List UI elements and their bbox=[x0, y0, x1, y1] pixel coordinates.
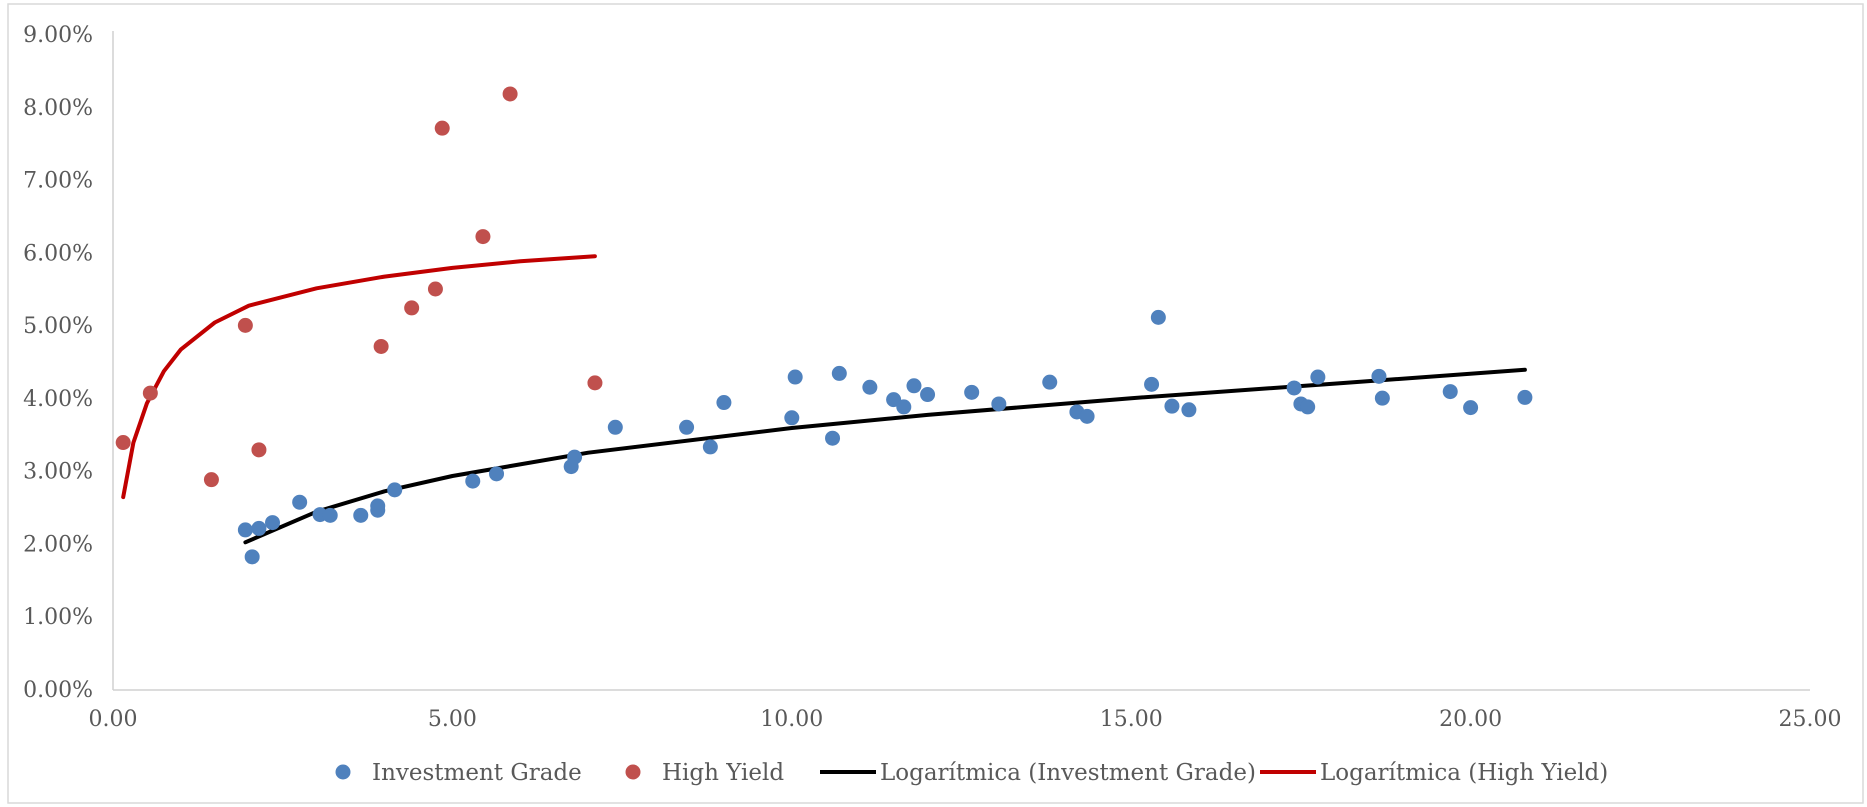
legend-marker-investment-grade bbox=[335, 764, 351, 780]
y-tick-label: 6.00% bbox=[23, 241, 93, 266]
data-point-investment-grade bbox=[1310, 369, 1326, 385]
data-point-investment-grade bbox=[716, 395, 732, 411]
data-point-high-yield bbox=[115, 435, 131, 451]
trendline-logar-tmica-high-yield bbox=[121, 254, 597, 500]
legend-marker-high-yield bbox=[625, 764, 641, 780]
y-tick-label: 1.00% bbox=[23, 605, 93, 630]
data-point-investment-grade bbox=[1181, 402, 1197, 418]
trendline-logar-tmica-investment-grade bbox=[243, 367, 1527, 545]
axes: 0.00% 1.00% 2.00% 3.00% 4.00% 5.00% 6.00% 7.00%… bbox=[23, 23, 1841, 732]
data-point-investment-grade bbox=[1463, 400, 1479, 416]
data-point-investment-grade bbox=[825, 430, 841, 446]
data-point-high-yield bbox=[203, 472, 219, 488]
data-point-investment-grade bbox=[1164, 398, 1180, 414]
data-point-high-yield bbox=[475, 229, 491, 245]
y-tick-label: 4.00% bbox=[23, 387, 93, 412]
legend: Investment Grade High Yield Logarítmica (I… bbox=[335, 760, 1608, 786]
data-point-high-yield bbox=[587, 375, 603, 391]
y-tick-label: 7.00% bbox=[23, 169, 93, 194]
data-point-investment-grade bbox=[906, 378, 922, 394]
data-point-investment-grade bbox=[292, 494, 308, 510]
data-point-investment-grade bbox=[1300, 399, 1316, 415]
data-point-investment-grade bbox=[784, 410, 800, 426]
y-tick-label: 0.00% bbox=[23, 678, 93, 703]
y-tick-label: 9.00% bbox=[23, 23, 93, 48]
data-point-investment-grade bbox=[920, 387, 936, 403]
data-point-high-yield bbox=[142, 385, 158, 401]
data-point-investment-grade bbox=[964, 384, 980, 400]
data-point-investment-grade bbox=[353, 507, 369, 523]
data-point-investment-grade bbox=[244, 549, 260, 565]
y-tick-label: 8.00% bbox=[23, 96, 93, 121]
data-point-investment-grade bbox=[1042, 374, 1058, 390]
data-point-investment-grade bbox=[370, 502, 386, 518]
data-point-investment-grade bbox=[787, 369, 803, 385]
plot-series bbox=[115, 86, 1533, 565]
y-tick-label: 2.00% bbox=[23, 532, 93, 557]
data-point-high-yield bbox=[404, 300, 420, 316]
data-point-investment-grade bbox=[1286, 380, 1302, 396]
legend-label-high-yield: High Yield bbox=[662, 760, 784, 786]
data-point-investment-grade bbox=[991, 396, 1007, 412]
data-point-investment-grade bbox=[265, 515, 281, 531]
legend-label-logar-tmica-investment-grade: Logarítmica (Investment Grade) bbox=[880, 760, 1256, 786]
data-point-investment-grade bbox=[1442, 384, 1458, 400]
y-tick-label: 5.00% bbox=[23, 314, 93, 339]
y-tick-label: 3.00% bbox=[23, 460, 93, 485]
data-point-investment-grade bbox=[1150, 309, 1166, 325]
x-tick-label: 20.00 bbox=[1439, 707, 1502, 732]
data-point-investment-grade bbox=[237, 522, 253, 538]
x-tick-label: 25.00 bbox=[1779, 707, 1842, 732]
data-point-high-yield bbox=[434, 120, 450, 136]
data-point-investment-grade bbox=[1517, 389, 1533, 405]
data-point-investment-grade bbox=[322, 507, 338, 523]
data-point-high-yield bbox=[251, 442, 267, 458]
data-point-investment-grade bbox=[679, 419, 695, 435]
data-point-investment-grade bbox=[567, 449, 583, 465]
data-point-high-yield bbox=[502, 86, 518, 102]
chart-border bbox=[7, 3, 1864, 804]
x-tick-label: 5.00 bbox=[428, 707, 477, 732]
data-point-investment-grade bbox=[465, 473, 481, 489]
data-point-investment-grade bbox=[387, 482, 403, 498]
data-point-high-yield bbox=[373, 338, 389, 354]
data-point-high-yield bbox=[427, 281, 443, 297]
data-point-investment-grade bbox=[1144, 376, 1160, 392]
legend-label-investment-grade: Investment Grade bbox=[372, 760, 582, 786]
data-point-investment-grade bbox=[702, 439, 718, 455]
data-point-investment-grade bbox=[896, 399, 912, 415]
legend-label-logar-tmica-high-yield: Logarítmica (High Yield) bbox=[1320, 760, 1608, 786]
data-point-investment-grade bbox=[1374, 390, 1390, 406]
data-point-investment-grade bbox=[862, 379, 878, 395]
data-point-investment-grade bbox=[607, 419, 623, 435]
x-tick-label: 0.00 bbox=[89, 707, 138, 732]
x-tick-label: 10.00 bbox=[760, 707, 823, 732]
x-tick-label: 15.00 bbox=[1100, 707, 1163, 732]
data-point-investment-grade bbox=[1371, 368, 1387, 384]
data-point-high-yield bbox=[237, 317, 253, 333]
data-point-investment-grade bbox=[489, 466, 505, 482]
data-point-investment-grade bbox=[1079, 408, 1095, 424]
data-point-investment-grade bbox=[831, 365, 847, 381]
data-point-investment-grade bbox=[251, 520, 267, 536]
